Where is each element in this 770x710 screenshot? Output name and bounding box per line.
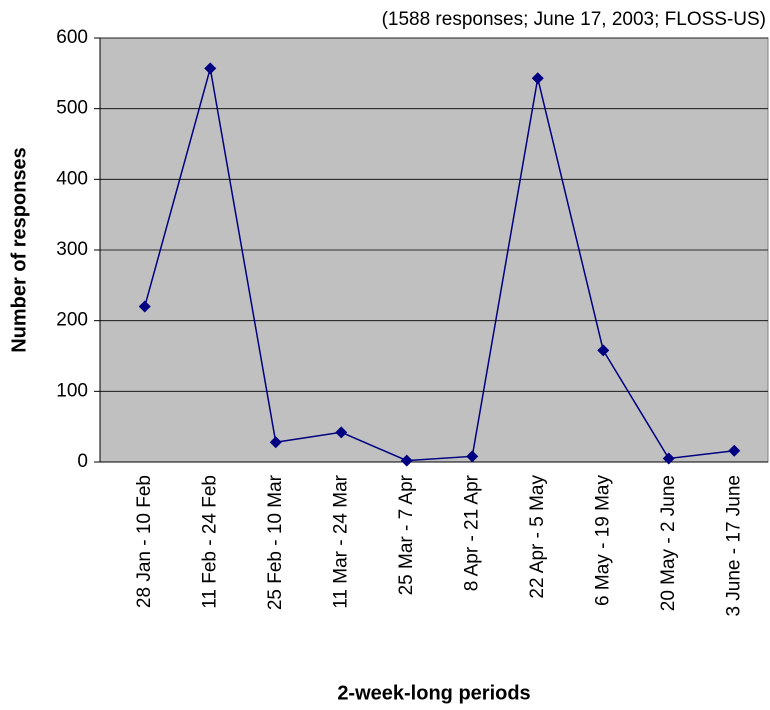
y-tick-label: 0 — [77, 451, 88, 472]
data-point — [400, 454, 413, 467]
y-tick-label: 400 — [56, 168, 88, 189]
y-tick-label: 300 — [56, 239, 88, 260]
x-tick-label: 20 May - 2 June — [658, 475, 679, 611]
series-line — [144, 68, 735, 462]
data-point — [335, 426, 348, 439]
x-tick-label: 25 Mar - 7 Apr — [396, 474, 417, 595]
y-tick-label: 200 — [56, 310, 88, 331]
x-tick-label: 28 Jan - 10 Feb — [134, 475, 155, 608]
x-tick-label: 6 May - 19 May — [592, 475, 613, 606]
data-point — [728, 444, 741, 457]
data-point — [662, 452, 675, 465]
data-point — [531, 72, 544, 85]
x-tick-label: 25 Feb - 10 Mar — [265, 474, 286, 610]
data-point — [269, 436, 282, 449]
data-point — [138, 300, 151, 313]
y-tick-label: 500 — [56, 98, 88, 119]
data-point — [466, 450, 479, 463]
y-tick-label: 600 — [56, 27, 88, 48]
data-point — [204, 62, 217, 75]
x-axis-label: 2-week-long periods — [337, 682, 530, 704]
x-tick-label: 22 Apr - 5 May — [527, 475, 548, 599]
y-tick-label: 100 — [56, 380, 88, 401]
x-tick-label: 8 Apr - 21 Apr — [461, 474, 482, 591]
x-tick-label: 3 June - 17 June — [723, 475, 744, 617]
chart-subtitle: (1588 responses; June 17, 2003; FLOSS-US… — [382, 9, 766, 30]
x-tick-label: 11 Mar - 24 Mar — [330, 474, 351, 608]
x-tick-label: 11 Feb - 24 Feb — [199, 475, 220, 609]
data-point — [597, 344, 610, 357]
y-axis-label: Number of responses — [8, 147, 30, 353]
